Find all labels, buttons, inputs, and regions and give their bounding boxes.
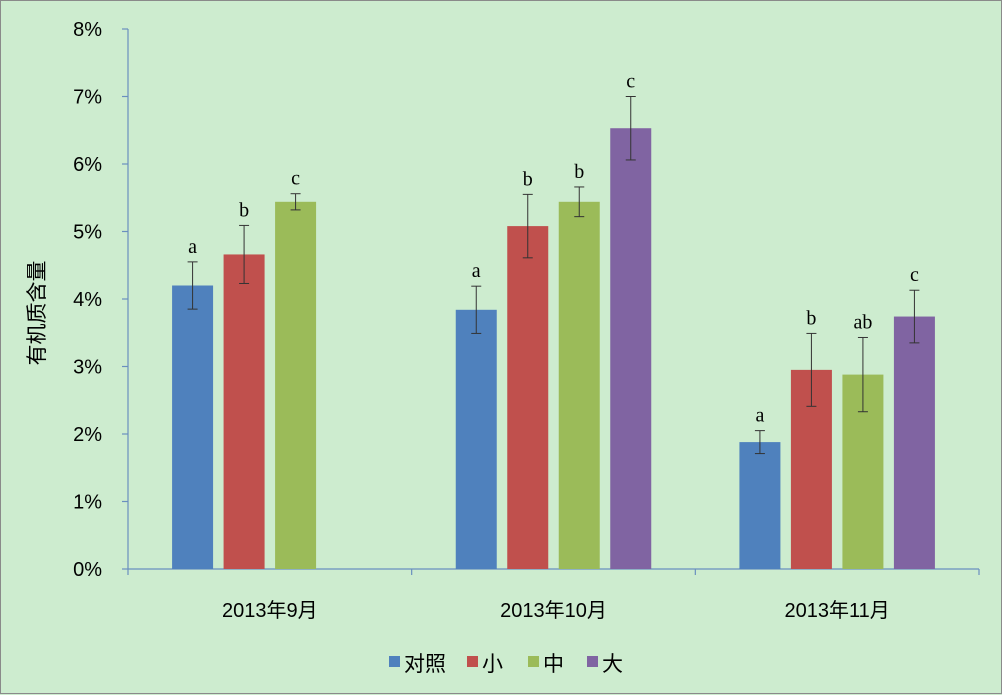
significance-label: ab [853, 311, 872, 333]
bar [172, 285, 214, 569]
significance-label: c [291, 168, 300, 190]
y-tick-label: 2% [73, 424, 102, 446]
bar [455, 309, 497, 569]
y-tick-label: 1% [73, 492, 102, 514]
legend-label: 小 [482, 653, 503, 676]
legend-swatch [528, 656, 539, 667]
significance-label: b [523, 168, 533, 190]
significance-label: a [755, 405, 764, 427]
bar [739, 442, 781, 569]
legend-swatch [389, 656, 400, 667]
significance-label: a [188, 236, 197, 258]
y-tick-label: 6% [73, 154, 102, 176]
bar [223, 254, 265, 569]
significance-label: b [806, 307, 816, 329]
legend-label: 大 [602, 653, 623, 676]
y-tick-label: 5% [73, 222, 102, 244]
significance-label: b [574, 161, 584, 183]
y-tick-labels: 0% 1% 2% 3% 4% 5% 6% 7% 8% [73, 19, 102, 581]
axes [122, 28, 980, 575]
significance-label: b [239, 199, 249, 221]
significance-label: c [626, 71, 635, 93]
significance-label: c [910, 264, 919, 286]
bars [172, 128, 935, 570]
y-tick-label: 7% [73, 87, 102, 109]
x-tick-labels: 2013年9月 2013年10月 2013年11月 [222, 599, 890, 622]
bar [610, 128, 652, 569]
bar [893, 316, 935, 569]
legend-label: 中 [543, 653, 564, 676]
bar [275, 201, 317, 570]
y-tick-label: 4% [73, 289, 102, 311]
legend-swatch [467, 656, 478, 667]
bar [558, 201, 600, 570]
error-bars [187, 96, 920, 455]
y-tick-label: 8% [73, 19, 102, 41]
legend: 对照 小 中 大 [389, 653, 623, 676]
significance-label: a [472, 260, 481, 282]
y-tick-label: 0% [73, 559, 102, 581]
y-axis-label: 有机质含量 [26, 261, 49, 366]
x-tick-label: 2013年10月 [500, 599, 607, 622]
legend-swatch [587, 656, 598, 667]
y-tick-label: 3% [73, 357, 102, 379]
bar [507, 226, 549, 569]
x-tick-label: 2013年9月 [222, 599, 318, 622]
legend-label: 对照 [404, 653, 446, 676]
x-tick-label: 2013年11月 [785, 599, 890, 622]
